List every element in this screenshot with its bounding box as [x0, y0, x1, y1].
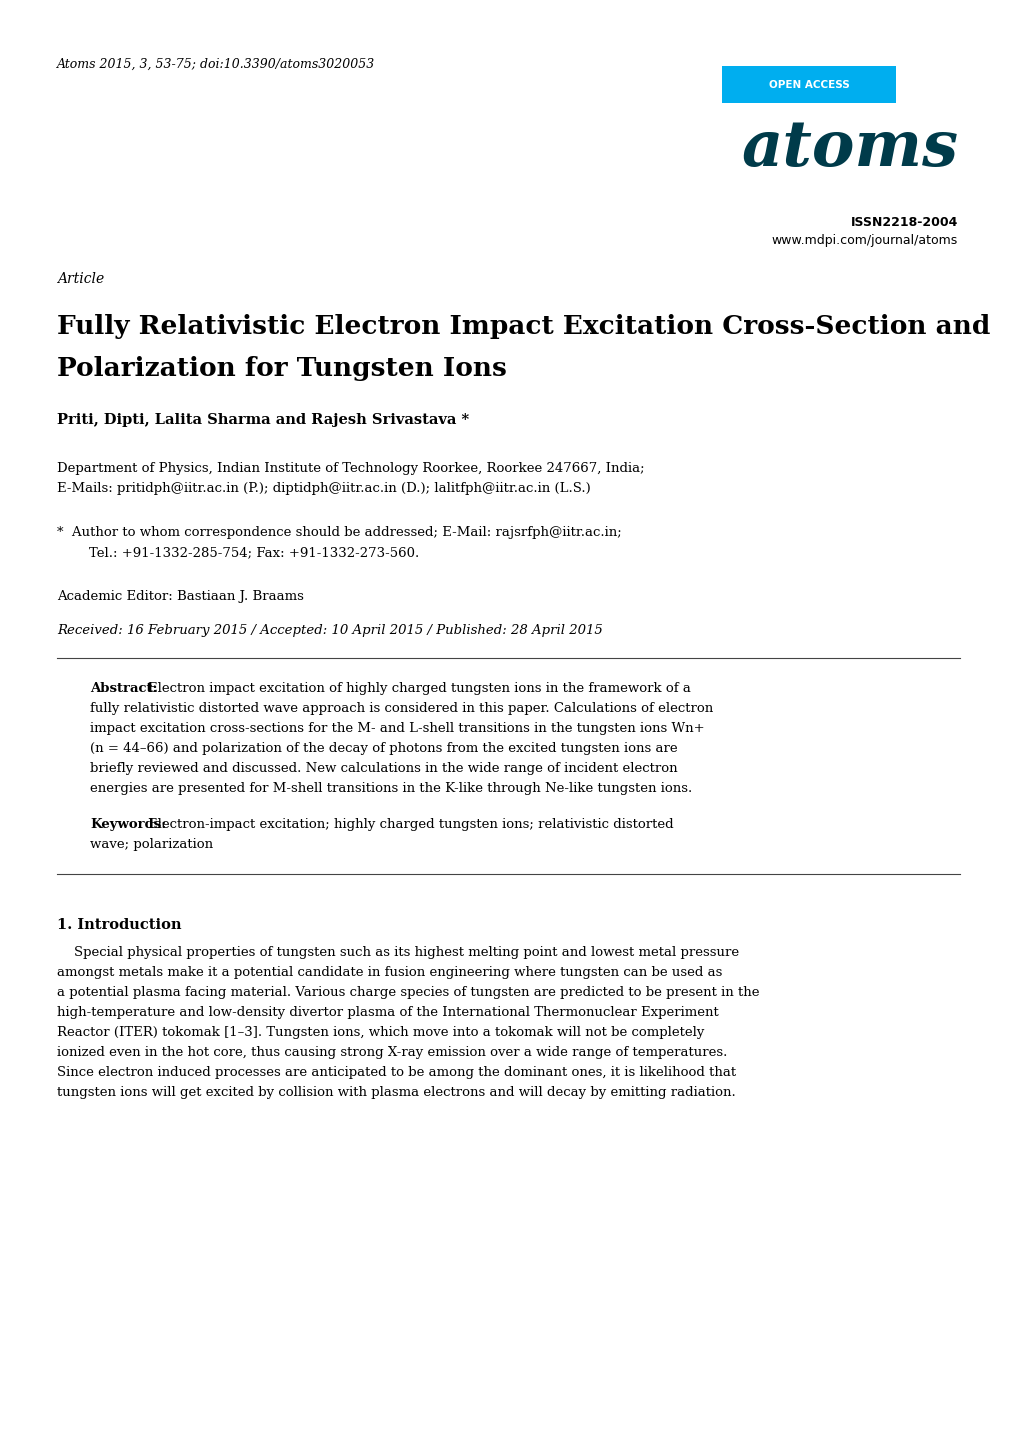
- Text: a potential plasma facing material. Various charge species of tungsten are predi: a potential plasma facing material. Vari…: [57, 986, 759, 999]
- Text: Tel.: +91-1332-285-754; Fax: +91-1332-273-560.: Tel.: +91-1332-285-754; Fax: +91-1332-27…: [72, 546, 419, 559]
- Text: Priti, Dipti, Lalita Sharma and Rajesh Srivastava *: Priti, Dipti, Lalita Sharma and Rajesh S…: [57, 414, 469, 427]
- Text: ISSN2218-2004: ISSN2218-2004: [850, 216, 957, 229]
- Text: Electron impact excitation of highly charged tungsten ions in the framework of a: Electron impact excitation of highly cha…: [148, 682, 690, 695]
- Text: Since electron induced processes are anticipated to be among the dominant ones, : Since electron induced processes are ant…: [57, 1066, 736, 1079]
- Text: Special physical properties of tungsten such as its highest melting point and lo: Special physical properties of tungsten …: [57, 945, 739, 960]
- Text: wave; polarization: wave; polarization: [90, 839, 213, 852]
- Text: Academic Editor: Bastiaan J. Braams: Academic Editor: Bastiaan J. Braams: [57, 589, 304, 602]
- Text: Abstract:: Abstract:: [90, 682, 157, 695]
- Text: amongst metals make it a potential candidate in fusion engineering where tungste: amongst metals make it a potential candi…: [57, 965, 721, 978]
- Text: www.mdpi.com/journal/atoms: www.mdpi.com/journal/atoms: [771, 233, 957, 246]
- Text: 1. Introduction: 1. Introduction: [57, 918, 181, 932]
- Text: tungsten ions will get excited by collision with plasma electrons and will decay: tungsten ions will get excited by collis…: [57, 1087, 735, 1099]
- Text: Polarization for Tungsten Ions: Polarization for Tungsten Ions: [57, 356, 506, 380]
- Text: Reactor (ITER) tokomak [1–3]. Tungsten ions, which move into a tokomak will not : Reactor (ITER) tokomak [1–3]. Tungsten i…: [57, 1026, 704, 1039]
- Text: E-Mails: pritidph@iitr.ac.in (P.); diptidph@iitr.ac.in (D.); lalitfph@iitr.ac.in: E-Mails: pritidph@iitr.ac.in (P.); dipti…: [57, 481, 590, 496]
- Text: *  Author to whom correspondence should be addressed; E-Mail: rajsrfph@iitr.ac.i: * Author to whom correspondence should b…: [57, 526, 622, 539]
- Text: Atoms 2015, 3, 53-75; doi:10.3390/atoms3020053: Atoms 2015, 3, 53-75; doi:10.3390/atoms3…: [57, 58, 375, 71]
- Text: fully relativistic distorted wave approach is considered in this paper. Calculat: fully relativistic distorted wave approa…: [90, 702, 712, 715]
- Text: atoms: atoms: [740, 118, 957, 180]
- Text: briefly reviewed and discussed. New calculations in the wide range of incident e: briefly reviewed and discussed. New calc…: [90, 762, 677, 775]
- Text: Keywords:: Keywords:: [90, 818, 166, 831]
- Text: impact excitation cross-sections for the M- and L-shell transitions in the tungs: impact excitation cross-sections for the…: [90, 722, 704, 735]
- Text: Electron-impact excitation; highly charged tungsten ions; relativistic distorted: Electron-impact excitation; highly charg…: [148, 818, 673, 831]
- Text: OPEN ACCESS: OPEN ACCESS: [768, 79, 849, 89]
- Text: energies are presented for M-shell transitions in the K-like through Ne-like tun: energies are presented for M-shell trans…: [90, 782, 692, 795]
- Text: ionized even in the hot core, thus causing strong X-ray emission over a wide ran: ionized even in the hot core, thus causi…: [57, 1046, 727, 1059]
- FancyBboxPatch shape: [721, 66, 895, 102]
- Text: high-temperature and low-density divertor plasma of the International Thermonucl: high-temperature and low-density diverto…: [57, 1006, 718, 1019]
- Text: Department of Physics, Indian Institute of Technology Roorkee, Roorkee 247667, I: Department of Physics, Indian Institute …: [57, 463, 644, 476]
- Text: (n = 44–66) and polarization of the decay of photons from the excited tungsten i: (n = 44–66) and polarization of the deca…: [90, 742, 677, 755]
- Text: Fully Relativistic Electron Impact Excitation Cross-Section and: Fully Relativistic Electron Impact Excit…: [57, 314, 989, 339]
- Text: Article: Article: [57, 272, 104, 285]
- Text: Received: 16 February 2015 / Accepted: 10 April 2015 / Published: 28 April 2015: Received: 16 February 2015 / Accepted: 1…: [57, 624, 602, 637]
